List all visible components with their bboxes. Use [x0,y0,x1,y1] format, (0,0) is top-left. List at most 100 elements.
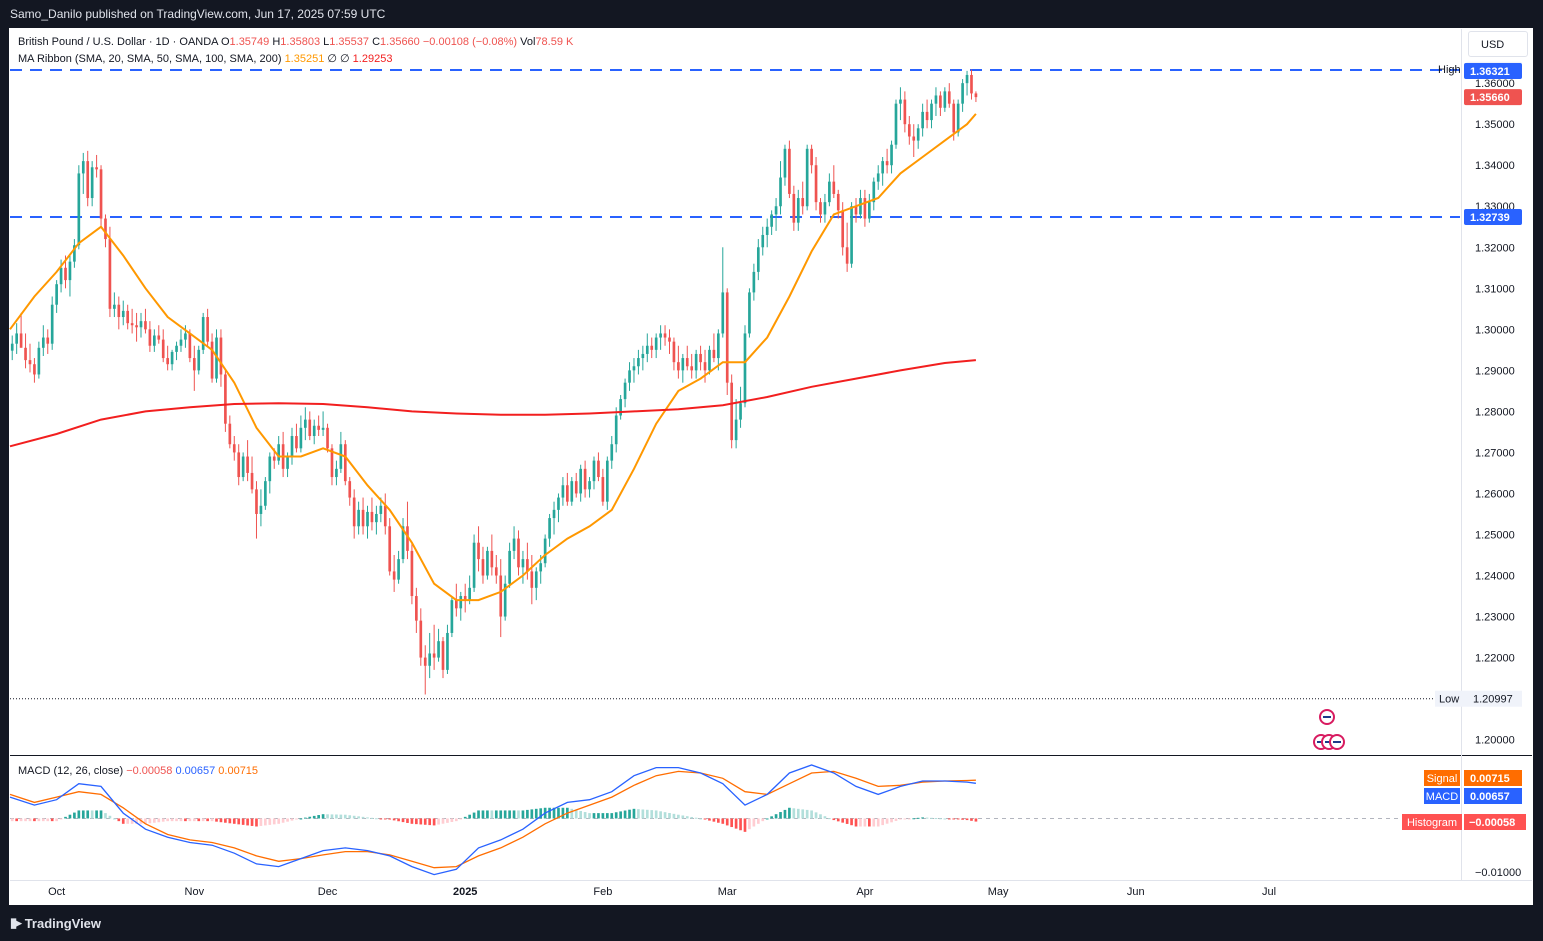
histogram-bar [255,818,258,827]
candle-down [903,99,907,125]
candle-up [823,202,827,215]
histogram-bar [28,818,32,822]
tradingview-logo[interactable]: ▮▸ TradingView [10,915,101,931]
tradingview-brand: TradingView [24,915,102,931]
candle-up [743,333,747,404]
candle-down [601,477,605,502]
candle-down [814,165,818,203]
candle-down [232,444,236,453]
histogram-bar [943,818,947,820]
histogram-bar [814,812,818,819]
candle-up [570,481,574,502]
price-tick-label: 1.34000 [1475,160,1515,172]
candle-down [95,167,98,170]
histogram-bar [916,817,920,819]
candle-up [779,177,782,207]
candle-down [517,538,520,568]
histogram-bar [557,807,560,819]
candle-down [952,103,956,133]
histogram-bar [99,810,103,819]
macd-tag-label-bg [1424,788,1460,804]
candle-up [868,202,871,219]
macd-tag-value: 0.00657 [1470,791,1510,803]
histogram-bar [312,815,316,819]
currency-button[interactable]: USD [1468,31,1528,57]
histogram-bar [907,818,911,820]
level-tag-lower-bg [1464,208,1522,225]
signal-value-legend: 0.00715 [218,765,258,777]
histogram-bar [397,818,400,822]
histogram-bar [366,817,369,819]
candle-up [170,351,174,365]
price-tick-label: 1.31000 [1475,283,1515,295]
price-tick-label: 1.24000 [1475,571,1515,583]
candle-up [90,167,94,199]
histogram-bar [668,813,671,819]
candle-down [419,620,423,658]
histogram-bar [921,817,924,819]
histogram-bar [228,818,232,824]
price-tick-label: 1.22000 [1475,653,1515,665]
candle-up [921,111,924,129]
histogram-bar [157,818,161,823]
histogram-value-bg [1464,814,1526,830]
candle-down [104,218,107,240]
histogram-bar [197,818,201,822]
histogram-bar [454,818,458,822]
candle-up [552,509,556,519]
histogram-bar [219,818,223,823]
price-tick-label: 1.30000 [1475,324,1515,336]
candle-down [730,382,734,441]
histogram-bar [33,818,36,822]
macd-tag-label: MACD [1426,791,1458,803]
sma20-value: 1.35251 [285,53,328,65]
candle-up [628,370,631,383]
histogram-bar [383,818,387,820]
us-event-flag-3-stripe [1333,741,1341,743]
time-tick-label: Jul [1262,886,1276,898]
candle-down [970,74,973,94]
histogram-bar [352,815,356,819]
candle-down [144,321,147,330]
candle-up [290,436,294,457]
candle-up [437,641,440,658]
histogram-bar [721,818,725,824]
histogram-bar [881,818,884,826]
candle-down [308,419,312,437]
candle-down [33,364,36,375]
histogram-bar [490,810,494,819]
candle-up [534,571,538,588]
candle-up [259,505,263,514]
histogram-bar [876,818,880,827]
histogram-bar [672,813,676,819]
histogram-bar [579,810,583,819]
histogram-bar [574,809,578,819]
histogram-bar [148,818,152,824]
volume-label: Vol [520,36,535,48]
candle-down [841,210,845,248]
candle-up [828,181,831,203]
histogram-bar [597,813,600,819]
candle-down [703,362,707,371]
candle-up [623,382,627,400]
histogram-bar [277,818,281,824]
histogram-bar [899,818,902,820]
histogram-bar [788,807,791,819]
histogram-bar [201,818,205,822]
candle-up [41,337,45,348]
histogram-bar [761,818,765,822]
close-value: 1.35660 [380,36,423,48]
candle-down [46,337,50,344]
candle-up [637,358,640,367]
histogram-bar [437,818,440,825]
candle-down [712,349,716,359]
candle-up [748,292,751,334]
histogram-bar [690,816,694,819]
candle-up [543,538,547,564]
uk-event-flag-stripe [1323,716,1331,718]
histogram-bar [734,818,738,829]
candle-up [73,245,76,262]
candle-down [255,489,258,514]
candle-down [161,339,165,359]
